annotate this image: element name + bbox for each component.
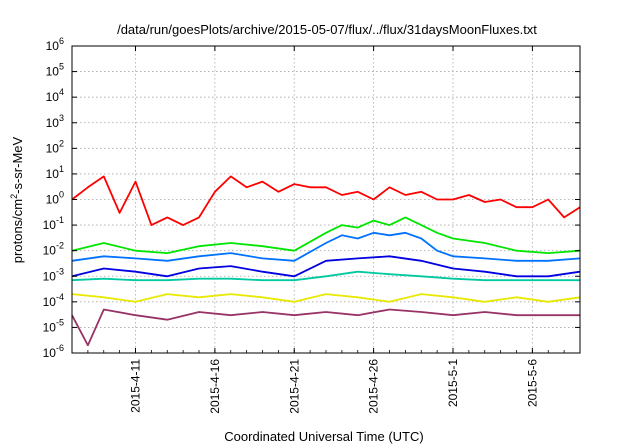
x-tick-label: 2015-4-16 [208,359,222,414]
y-tick-label: 104 [46,87,64,104]
series-layer [71,175,581,347]
x-tick-label: 2015-4-21 [287,359,301,414]
y-tick-label: 10-2 [43,241,64,258]
y-tick-label: 10-1 [43,215,64,232]
tick-layer: 10-6 10-5 10-4 10-3 10-2 10-1 100 101 102 103 104 1… [43,36,581,414]
chart-title: /data/run/goesPlots/archive/2015-05-07/f… [117,22,537,37]
y-tick-label: 10-3 [43,266,64,283]
y-tick-label: 103 [46,113,64,130]
x-tick-label: 2015-5-1 [446,359,460,407]
y-tick-label: 100 [46,190,64,207]
y-tick-label: 101 [46,164,64,181]
series-line-2 [71,216,581,255]
series-line-6 [71,293,581,303]
y-tick-label: 102 [46,138,64,155]
y-tick-label: 10-4 [43,292,64,309]
x-tick-label: 2015-5-6 [525,359,539,407]
y-tick-label: 106 [46,36,64,53]
grid-layer [72,46,580,353]
series-line-1 [71,175,581,227]
y-tick-label: 105 [46,62,64,79]
series-line-5 [71,270,580,282]
series-line-4 [71,255,581,278]
x-tick-label: 2015-4-11 [129,359,143,413]
y-tick-label: 10-5 [43,317,64,334]
y-tick-label: 10-6 [43,343,64,360]
series-line-3 [71,231,581,262]
y-axis-label: protons/cm2-s-sr-MeV [9,136,25,263]
series-line-7 [71,308,580,347]
x-tick-label: 2015-4-26 [367,359,381,414]
x-axis-label: Coordinated Universal Time (UTC) [224,429,423,444]
